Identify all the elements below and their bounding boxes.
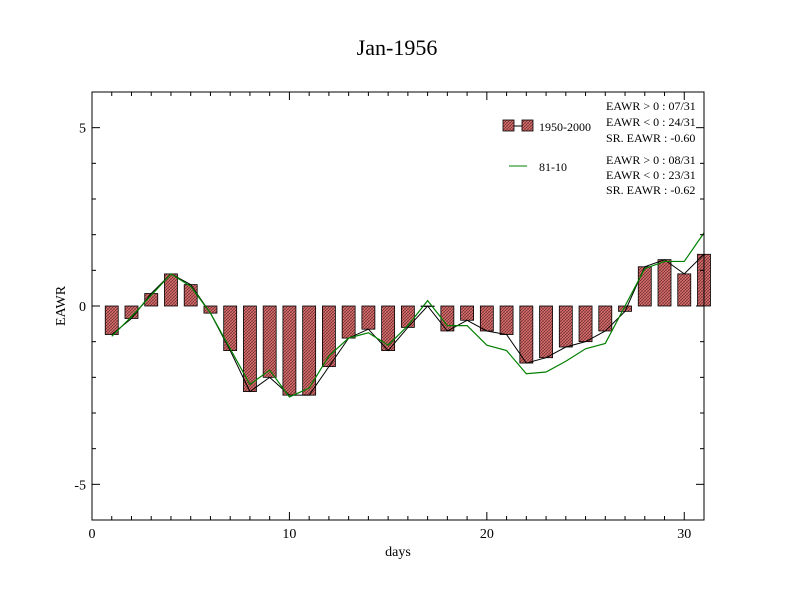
line-series-81-10 [111, 232, 705, 398]
bar-day-24 [558, 305, 573, 348]
chart-title: Jan-1956 [357, 35, 438, 60]
bar-day-21 [499, 305, 514, 335]
bar-day-26 [598, 305, 613, 332]
bar-day-30 [677, 273, 692, 307]
x-axis-label: days [385, 545, 411, 560]
bar-day-18 [440, 305, 455, 332]
bar-day-10 [282, 305, 297, 396]
x-tick-label: 10 [282, 527, 296, 542]
y-tick-label: -5 [74, 478, 86, 493]
legend-bar-swatch-left [502, 119, 515, 132]
stats-81-10-positive: EAWR > 0 : 08/31 [606, 153, 696, 167]
bar-day-13 [341, 305, 356, 339]
bar-day-25 [578, 305, 593, 343]
bar-day-20 [479, 305, 494, 332]
x-tick-label: 20 [480, 527, 494, 542]
y-axis-label: EAWR [54, 285, 69, 326]
bar-day-14 [361, 305, 376, 330]
bar-day-8 [243, 305, 257, 392]
bar-series [104, 253, 711, 396]
y-tick-label: 5 [79, 122, 86, 137]
x-tick-label: 0 [89, 527, 96, 542]
stats-81-10-negative: EAWR < 0 : 23/31 [606, 168, 696, 182]
bar-day-22 [519, 305, 534, 364]
bar-day-23 [539, 305, 553, 359]
legend-bar-label: 1950-2000 [539, 120, 591, 134]
bar-day-5 [183, 284, 198, 307]
legend-bar-swatch-right [521, 119, 534, 132]
bar-day-29 [657, 259, 672, 307]
y-tick-label: 0 [79, 300, 86, 315]
bar-day-11 [302, 305, 317, 396]
bar-day-15 [381, 305, 396, 351]
legend-line-label: 81-10 [539, 160, 567, 174]
x-tick-label: 30 [677, 527, 691, 542]
stats-1950-2000-negative: EAWR < 0 : 24/31 [606, 115, 696, 129]
bar-day-19 [460, 305, 474, 321]
bar-day-28 [637, 266, 652, 307]
stats-81-10-sr: SR. EAWR : -0.62 [606, 183, 695, 197]
bar-day-16 [400, 305, 415, 328]
legend: 1950-2000 81-10 EAWR > 0 : 07/31 EAWR < … [502, 99, 696, 197]
stats-1950-2000-sr: SR. EAWR : -0.60 [606, 131, 695, 145]
bar-day-12 [322, 305, 336, 368]
stats-1950-2000-positive: EAWR > 0 : 07/31 [606, 99, 696, 113]
line-series [111, 232, 705, 398]
axis-ticks: 0 10 20 30 -5 0 5 [74, 92, 705, 542]
bar-day-7 [223, 305, 238, 351]
bar-day-9 [262, 305, 277, 378]
